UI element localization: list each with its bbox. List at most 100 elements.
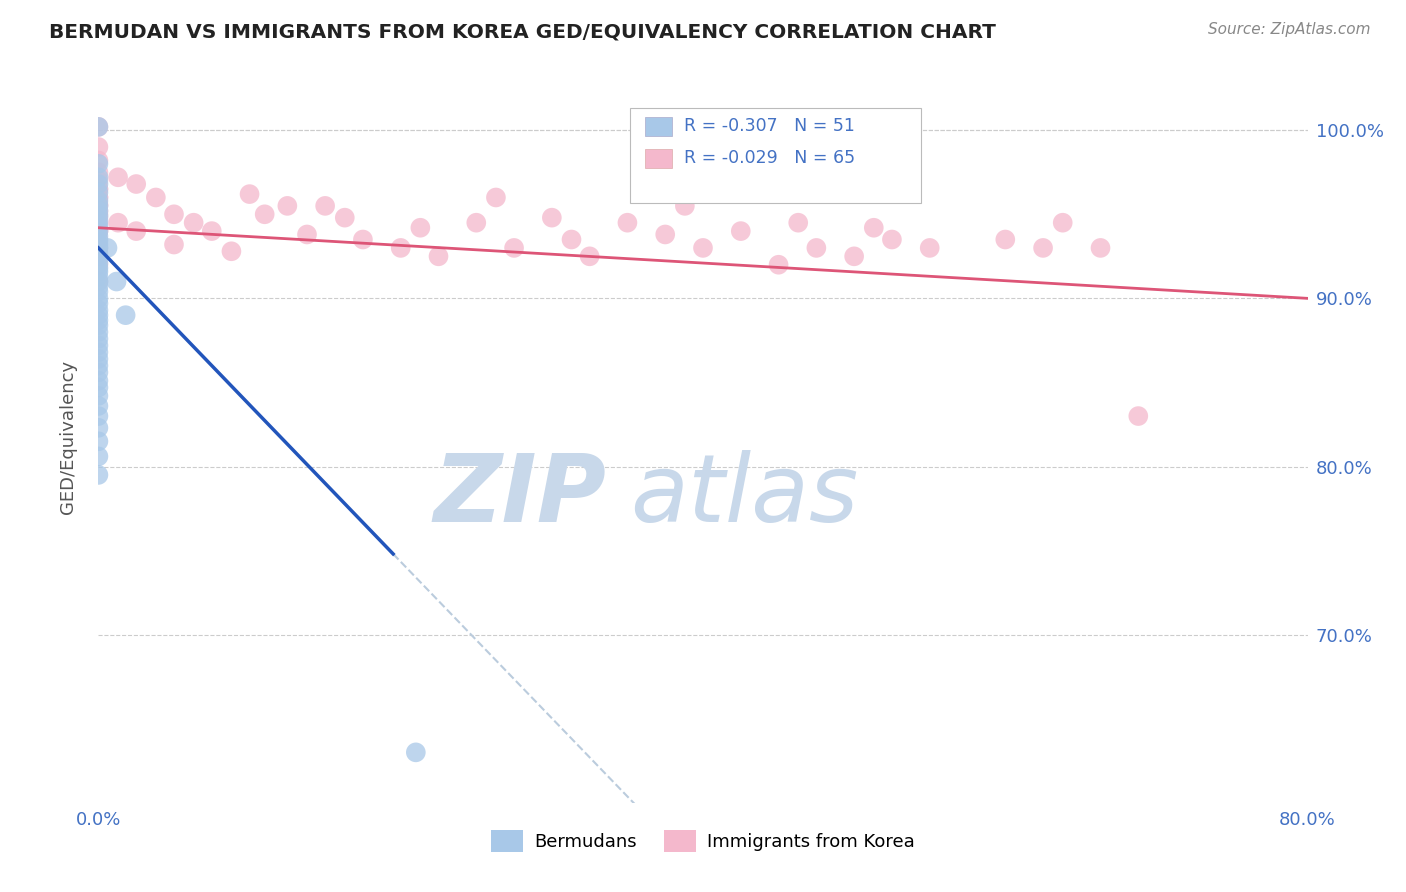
- Point: [87, 351, 110, 366]
- Text: BERMUDAN VS IMMIGRANTS FROM KOREA GED/EQUIVALENCY CORRELATION CHART: BERMUDAN VS IMMIGRANTS FROM KOREA GED/EQ…: [49, 22, 995, 41]
- Point: [107, 170, 129, 185]
- Point: [87, 241, 110, 255]
- Point: [87, 332, 110, 346]
- Point: [503, 241, 526, 255]
- Text: atlas: atlas: [630, 450, 859, 541]
- Y-axis label: GED/Equivalency: GED/Equivalency: [59, 360, 77, 514]
- Point: [918, 241, 941, 255]
- Point: [87, 224, 110, 238]
- Point: [87, 194, 110, 208]
- Point: [87, 258, 110, 272]
- Text: Source: ZipAtlas.com: Source: ZipAtlas.com: [1208, 22, 1371, 37]
- Point: [87, 153, 110, 168]
- Point: [87, 291, 110, 305]
- Point: [352, 233, 374, 247]
- Point: [578, 249, 600, 263]
- Point: [87, 338, 110, 352]
- Point: [87, 120, 110, 134]
- Point: [560, 233, 582, 247]
- Point: [87, 246, 110, 260]
- Point: [314, 199, 336, 213]
- FancyBboxPatch shape: [645, 149, 672, 168]
- Point: [654, 227, 676, 242]
- Point: [87, 140, 110, 154]
- Point: [87, 303, 110, 318]
- Point: [485, 190, 508, 204]
- Point: [87, 279, 110, 293]
- Point: [87, 199, 110, 213]
- Point: [87, 234, 110, 248]
- Point: [1090, 241, 1112, 255]
- Point: [87, 190, 110, 204]
- Point: [125, 177, 148, 191]
- Point: [276, 199, 298, 213]
- Point: [87, 197, 110, 211]
- FancyBboxPatch shape: [645, 117, 672, 136]
- Point: [862, 220, 884, 235]
- Point: [87, 467, 110, 482]
- Point: [125, 224, 148, 238]
- Point: [87, 261, 110, 276]
- Point: [87, 296, 110, 310]
- Point: [87, 165, 110, 179]
- Point: [87, 345, 110, 359]
- Point: [87, 389, 110, 403]
- Point: [87, 211, 110, 225]
- Point: [87, 182, 110, 196]
- Point: [427, 249, 450, 263]
- Text: ZIP: ZIP: [433, 450, 606, 541]
- Point: [616, 216, 638, 230]
- Point: [114, 308, 136, 322]
- Point: [87, 218, 110, 232]
- Point: [145, 190, 167, 204]
- Point: [87, 251, 110, 265]
- Point: [87, 269, 110, 284]
- Point: [87, 199, 110, 213]
- Point: [107, 216, 129, 230]
- Point: [87, 380, 110, 394]
- Point: [87, 434, 110, 449]
- Point: [87, 285, 110, 299]
- Point: [87, 421, 110, 435]
- Point: [87, 219, 110, 233]
- Point: [87, 203, 110, 218]
- Point: [333, 211, 356, 225]
- Point: [87, 318, 110, 333]
- Point: [87, 399, 110, 413]
- Point: [87, 190, 110, 204]
- Point: [87, 264, 110, 278]
- Point: [87, 237, 110, 252]
- Point: [87, 224, 110, 238]
- Point: [87, 214, 110, 228]
- Point: [405, 745, 427, 759]
- Point: [253, 207, 276, 221]
- Point: [87, 170, 110, 185]
- Point: [87, 224, 110, 238]
- Point: [87, 275, 110, 289]
- Point: [87, 450, 110, 464]
- Point: [87, 275, 110, 289]
- Point: [87, 374, 110, 388]
- Point: [768, 258, 790, 272]
- Point: [163, 237, 186, 252]
- Point: [409, 220, 432, 235]
- Point: [221, 244, 243, 259]
- Point: [787, 216, 810, 230]
- Point: [87, 120, 110, 134]
- Point: [389, 241, 412, 255]
- Point: [87, 325, 110, 339]
- Point: [87, 359, 110, 373]
- Point: [673, 199, 696, 213]
- Point: [87, 209, 110, 223]
- Point: [87, 241, 110, 255]
- Point: [87, 174, 110, 188]
- Point: [87, 249, 110, 263]
- Point: [87, 229, 110, 244]
- Point: [183, 216, 205, 230]
- Point: [105, 275, 128, 289]
- Point: [87, 186, 110, 200]
- Point: [87, 365, 110, 379]
- Legend: Bermudans, Immigrants from Korea: Bermudans, Immigrants from Korea: [484, 823, 922, 860]
- Point: [87, 308, 110, 322]
- Point: [87, 233, 110, 247]
